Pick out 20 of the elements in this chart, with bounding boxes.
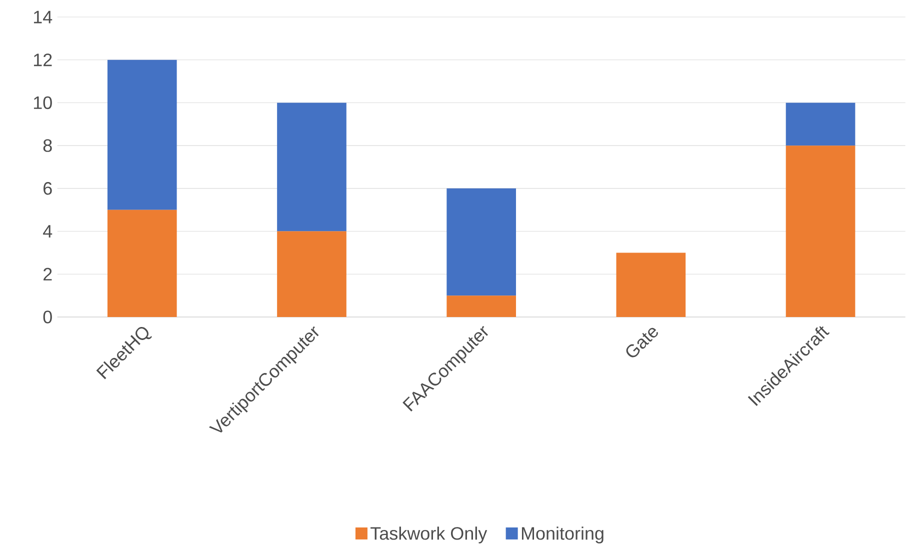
x-tick-label: Gate <box>626 328 658 358</box>
bar <box>107 60 177 210</box>
y-tick-label: 0 <box>43 310 52 324</box>
bar <box>277 102 346 232</box>
y-tick-label: 4 <box>43 225 52 238</box>
y-tick-label: 8 <box>43 139 52 152</box>
y-tick-label: 2 <box>44 268 52 280</box>
bar <box>616 252 686 318</box>
bar <box>107 210 177 318</box>
bar <box>786 146 856 318</box>
y-tick-label: 6 <box>44 182 52 195</box>
bar <box>446 188 516 296</box>
y-tick-label: 14 <box>34 10 52 24</box>
y-tick-label: 12 <box>34 54 52 66</box>
bar <box>786 102 856 146</box>
bar <box>277 231 346 318</box>
y-tick-label: 10 <box>34 96 52 110</box>
bar <box>446 296 516 318</box>
legend-label: Monitoring <box>522 526 604 544</box>
legend-label: Taskwork Only <box>370 526 488 544</box>
